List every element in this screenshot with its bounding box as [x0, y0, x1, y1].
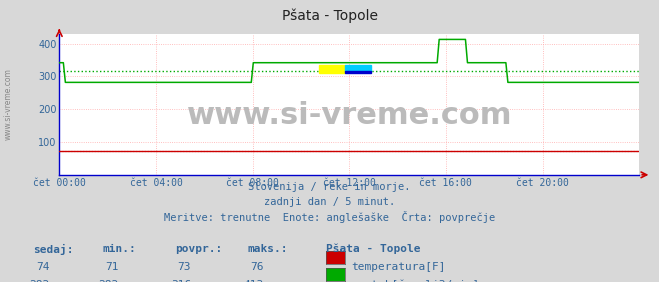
Text: 73: 73: [178, 262, 191, 272]
Text: www.si-vreme.com: www.si-vreme.com: [186, 101, 512, 130]
Text: maks.:: maks.:: [247, 244, 287, 254]
Text: sedaj:: sedaj:: [33, 244, 73, 255]
Text: povpr.:: povpr.:: [175, 244, 222, 254]
Text: Meritve: trenutne  Enote: anglešaške  Črta: povprečje: Meritve: trenutne Enote: anglešaške Črta…: [164, 211, 495, 223]
Text: pretok[čevelj3/min]: pretok[čevelj3/min]: [351, 280, 480, 282]
Text: zadnji dan / 5 minut.: zadnji dan / 5 minut.: [264, 197, 395, 206]
Text: Slovenija / reke in morje.: Slovenija / reke in morje.: [248, 182, 411, 192]
Text: 76: 76: [250, 262, 264, 272]
Text: 316: 316: [171, 280, 191, 282]
Text: 74: 74: [36, 262, 49, 272]
Text: 71: 71: [105, 262, 119, 272]
Text: 282: 282: [98, 280, 119, 282]
Text: min.:: min.:: [102, 244, 136, 254]
Bar: [345, 65, 371, 71]
Text: temperatura[F]: temperatura[F]: [351, 262, 445, 272]
Text: 282: 282: [29, 280, 49, 282]
Text: 413: 413: [243, 280, 264, 282]
Text: www.si-vreme.com: www.si-vreme.com: [3, 69, 13, 140]
Text: Pšata - Topole: Pšata - Topole: [326, 244, 420, 254]
Bar: [345, 71, 371, 73]
Bar: [318, 65, 345, 73]
Text: Pšata - Topole: Pšata - Topole: [281, 8, 378, 23]
